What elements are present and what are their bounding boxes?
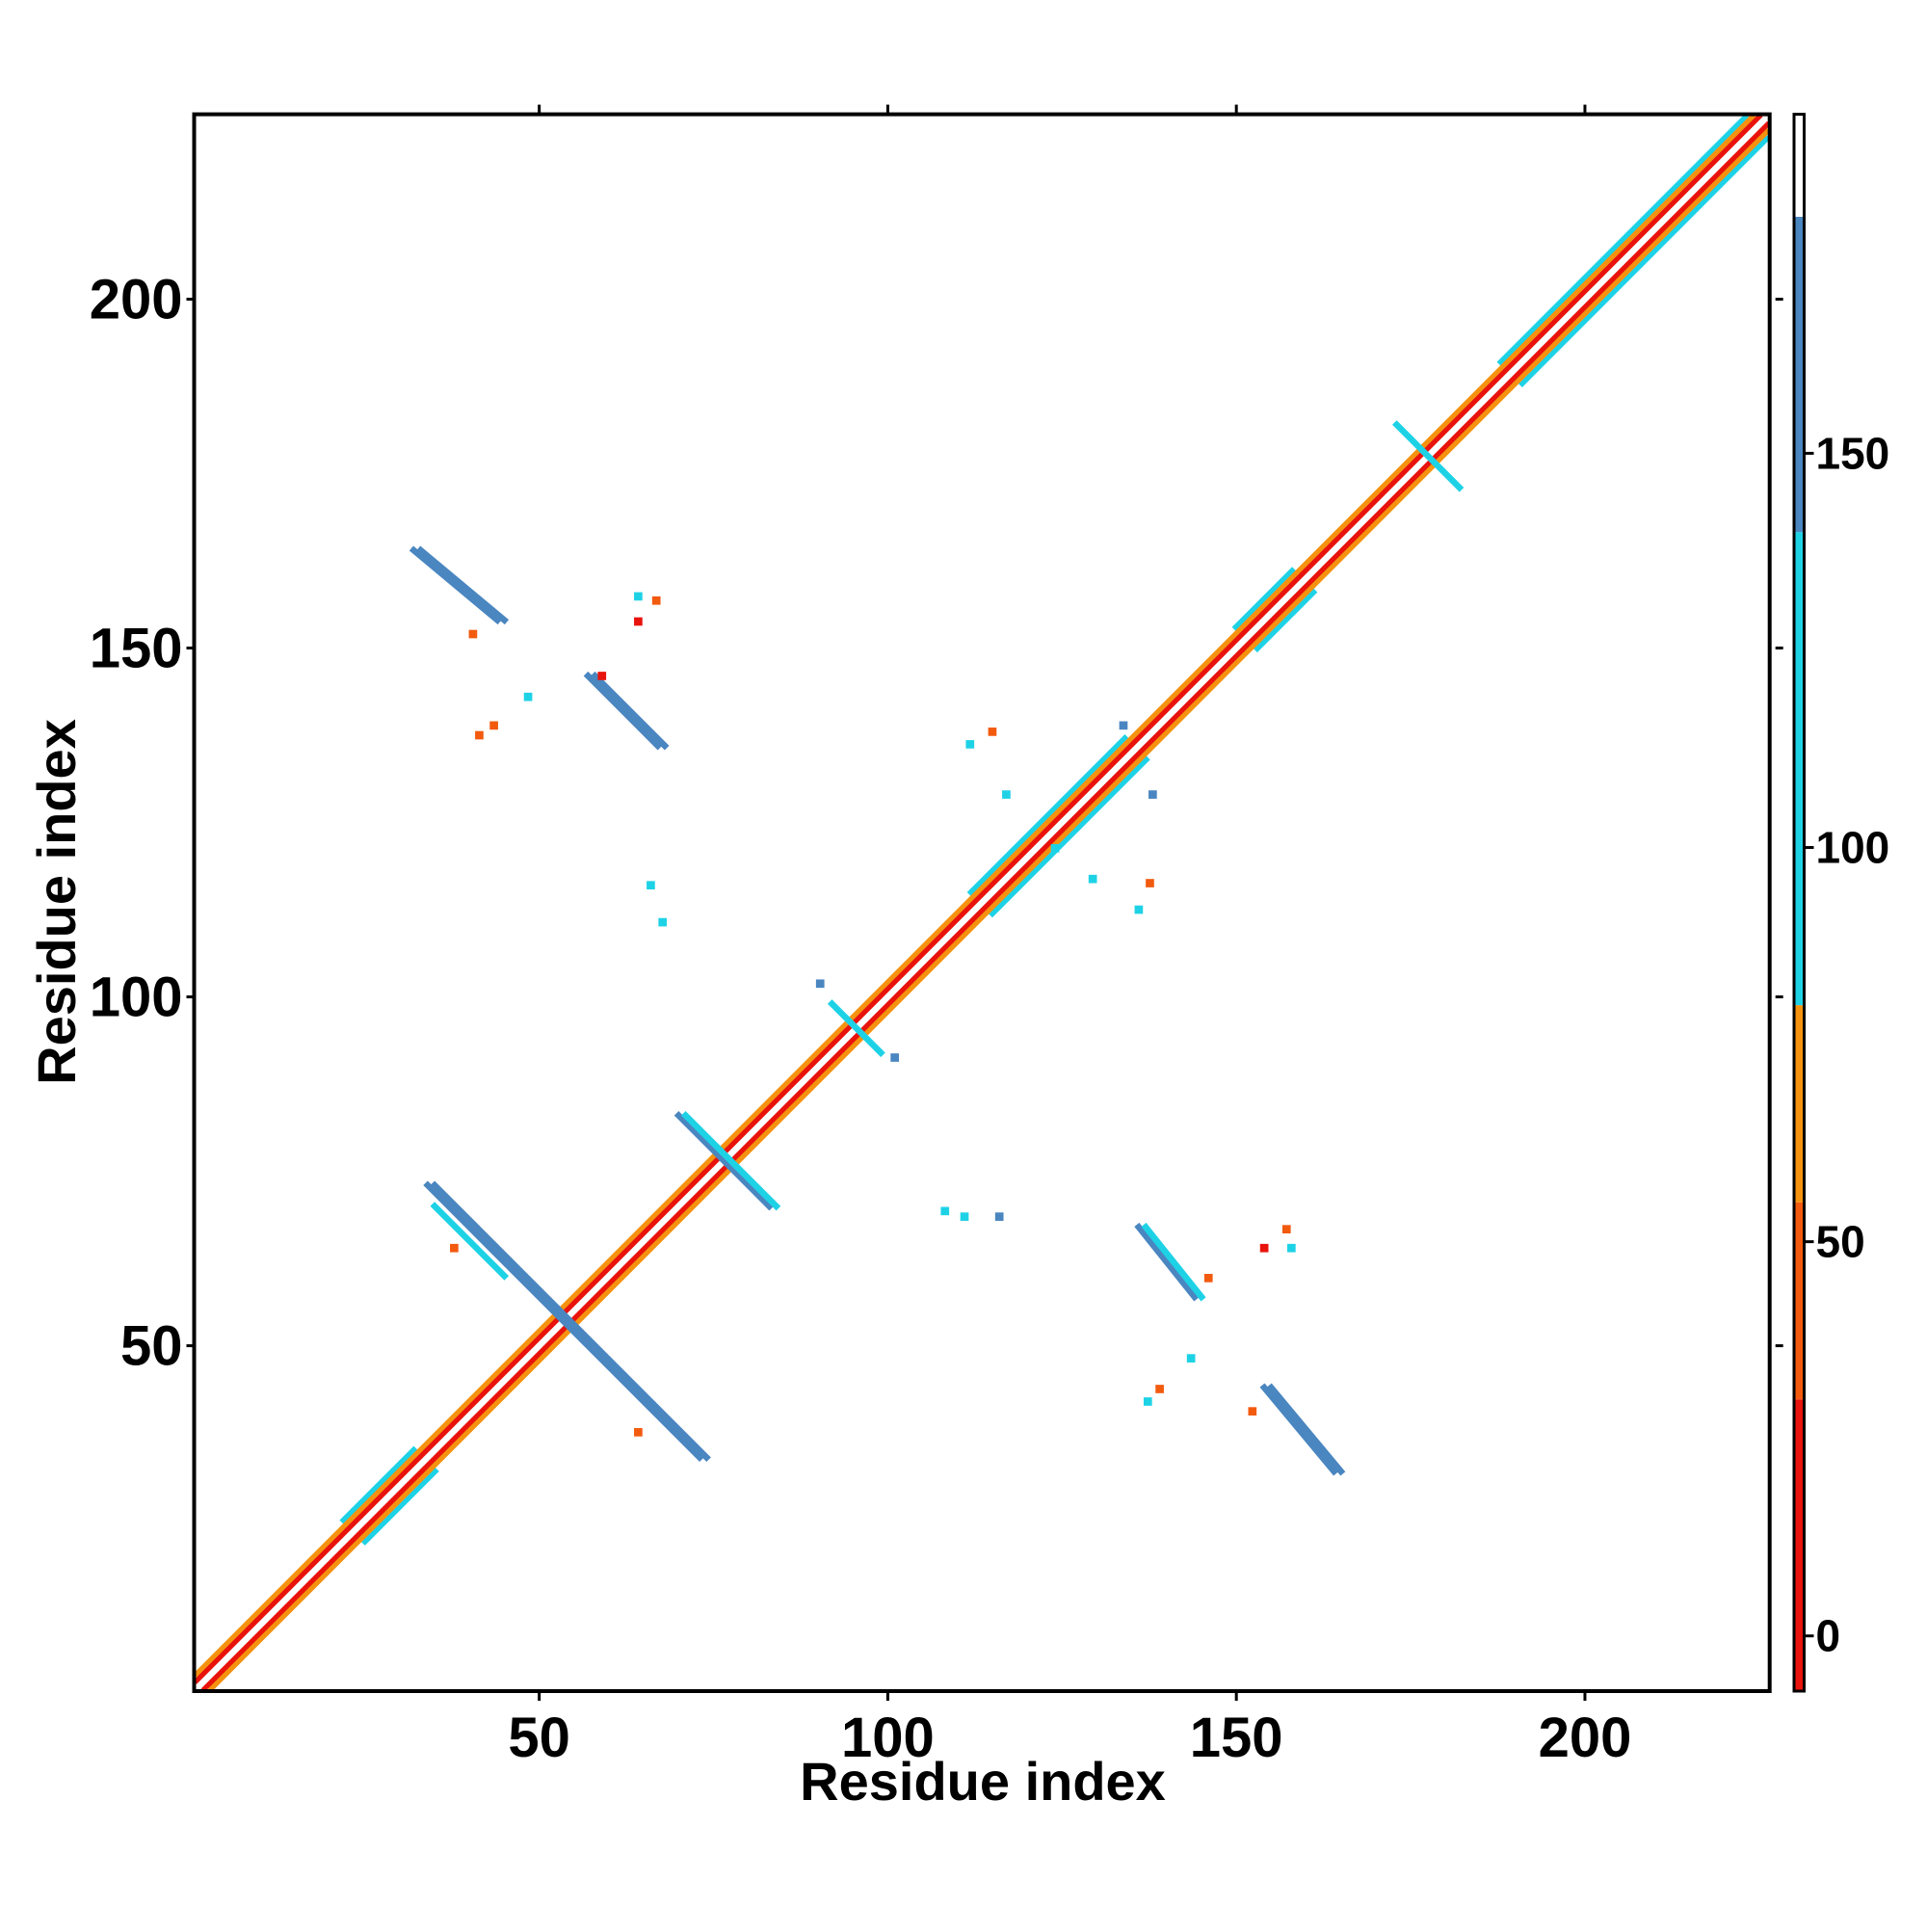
colorbar-bin (1794, 1202, 1805, 1400)
contact-band (1253, 587, 1318, 653)
contact-band (680, 1111, 781, 1211)
contact-band (199, 119, 1770, 1692)
contact-spot (965, 740, 975, 749)
contact-band (430, 1202, 510, 1281)
contact-spot (1287, 1243, 1296, 1253)
contact-spot (1134, 905, 1144, 914)
contact-spot (1146, 879, 1154, 887)
contact-spot (489, 721, 498, 730)
contact-band (673, 1111, 775, 1211)
contact-spot (1281, 1225, 1291, 1234)
contact-band (360, 1467, 439, 1546)
contact-spot (597, 672, 607, 680)
heatmap (194, 114, 1770, 1692)
colorbar-tick-label: 50 (1816, 1217, 1865, 1267)
contact-spot (1186, 1354, 1196, 1363)
contact-band (194, 114, 1764, 1685)
plot-frame (192, 112, 1772, 1694)
contact-band (194, 114, 1770, 1692)
contact-band (1141, 1222, 1206, 1302)
contact-band (1266, 1383, 1346, 1476)
x-tick-label: 50 (508, 1707, 570, 1769)
contact-band (339, 1445, 419, 1525)
contact-band (1134, 1222, 1200, 1302)
y-tick-label: 100 (90, 966, 183, 1029)
contact-spot (994, 1212, 1004, 1221)
contact-band (583, 671, 663, 751)
contact-spot (1002, 790, 1011, 799)
contact-spot (1050, 843, 1060, 853)
contact-spot (1248, 1407, 1257, 1416)
contact-spot (523, 692, 533, 701)
contact-spot (1088, 874, 1097, 884)
contact-band (1392, 420, 1465, 492)
y-tick-label: 150 (90, 618, 183, 680)
contact-spot (468, 629, 478, 639)
y-axis-title: Residue index (26, 719, 87, 1085)
contact-band (590, 671, 670, 751)
contact-band (423, 1180, 704, 1463)
contact-spot (1119, 721, 1128, 730)
contact-band (1259, 1383, 1339, 1476)
y-tick-label: 200 (90, 268, 183, 331)
contact-spot (450, 1243, 459, 1253)
contact-spot (988, 728, 997, 736)
contact-band (1496, 114, 1750, 367)
contact-spot (651, 595, 661, 605)
colorbar-bin (1794, 1005, 1805, 1203)
y-tick-label: 50 (120, 1315, 183, 1378)
contact-spot (634, 617, 643, 626)
contact-spot (1155, 1385, 1164, 1393)
contact-band (1231, 567, 1297, 632)
contact-band (430, 1180, 711, 1463)
contact-spot (647, 881, 655, 890)
contact-spot (1203, 1274, 1213, 1283)
colorbar-bin (1794, 114, 1805, 217)
contact-spot (890, 1053, 899, 1062)
contact-spot (960, 1212, 969, 1221)
contact-spot (940, 1206, 950, 1216)
colorbar-bin (1794, 532, 1805, 1006)
colorbar-bin (1794, 1399, 1805, 1691)
contact-band (827, 999, 885, 1058)
contact-band (409, 545, 502, 625)
colorbar-bin (1794, 216, 1805, 533)
x-tick-label: 150 (1190, 1707, 1283, 1769)
contact-band (1518, 134, 1770, 387)
contact-spot (815, 979, 825, 989)
contact-spot (634, 592, 643, 601)
colorbar-tick-label: 0 (1816, 1611, 1841, 1661)
contact-spot (634, 1428, 643, 1437)
contact-spot (1259, 1243, 1269, 1253)
contact-band (194, 114, 1757, 1679)
colorbar-tick-label: 100 (1816, 823, 1890, 873)
contact-spot (475, 730, 484, 740)
contact-spot (1143, 1397, 1152, 1406)
x-tick-label: 100 (841, 1707, 935, 1769)
contact-spot (1148, 790, 1157, 799)
x-tick-label: 200 (1539, 1707, 1632, 1769)
contact-band (966, 734, 1130, 897)
colorbar-tick-label: 150 (1816, 428, 1890, 478)
x-axis-title: Residue index (800, 1751, 1166, 1812)
contact-spot (658, 917, 668, 927)
colorbar-frame (1792, 113, 1806, 1693)
contact-band (416, 545, 510, 625)
contact-band (988, 754, 1150, 918)
contact-band (206, 127, 1770, 1692)
